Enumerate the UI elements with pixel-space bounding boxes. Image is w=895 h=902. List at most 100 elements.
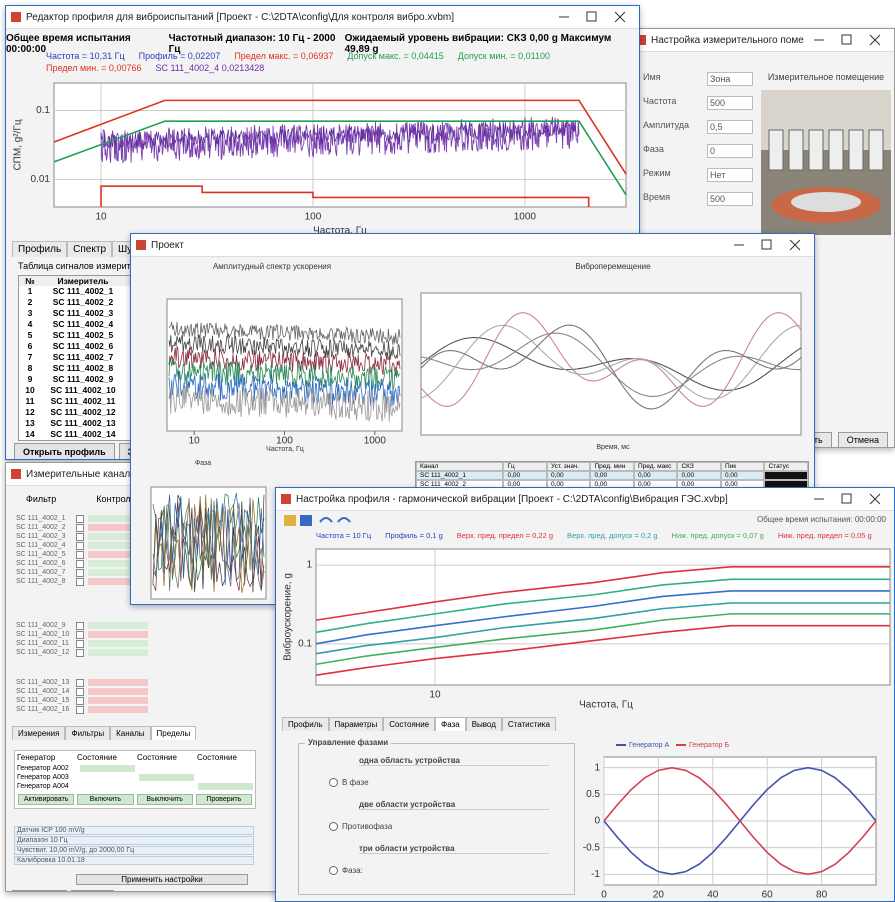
table-cell: SC 111_4002_9 xyxy=(41,374,125,385)
y-tick-label: 0 xyxy=(594,816,600,827)
close-button[interactable] xyxy=(790,240,800,250)
window-title: Настройка профиля - гармонической вибрац… xyxy=(296,494,804,505)
table-row: 10SC 111_4002_10 xyxy=(19,385,131,396)
channel-row: SC 111_4002_15 xyxy=(16,696,148,705)
redo-icon[interactable] xyxy=(338,518,350,522)
gen-name: Генератор A002 xyxy=(15,764,78,773)
option-label: три области устройства xyxy=(359,844,455,853)
checkbox[interactable] xyxy=(76,524,84,532)
table-cell: OK xyxy=(764,471,808,480)
button[interactable]: Открыть профиль xyxy=(14,443,115,460)
tab[interactable]: Спектр xyxy=(67,241,112,257)
table-header: №Измеритель xyxy=(19,276,131,286)
field-label: Фаза xyxy=(643,144,664,158)
maximize-button[interactable] xyxy=(842,494,851,503)
button[interactable]: Отмена xyxy=(838,432,888,448)
save-icon[interactable] xyxy=(300,515,312,526)
checkbox[interactable] xyxy=(76,622,84,630)
checkbox[interactable] xyxy=(76,697,84,705)
tab[interactable]: Пределы xyxy=(151,726,197,740)
tab[interactable]: Фильтры xyxy=(65,726,110,740)
radio[interactable] xyxy=(329,778,338,787)
maximize-button[interactable] xyxy=(587,12,596,21)
readout: Частота = 10 Гц xyxy=(316,531,371,540)
tab[interactable]: Каналы xyxy=(110,726,150,740)
tab[interactable]: Параметры xyxy=(329,717,384,731)
button[interactable]: Отмена xyxy=(71,890,114,892)
table-cell: SC 111_4002_11 xyxy=(41,396,125,407)
y-tick-label: 0.5 xyxy=(586,789,600,800)
tab[interactable]: Измерения xyxy=(12,726,65,740)
maximize-button[interactable] xyxy=(842,35,851,44)
open-icon[interactable] xyxy=(284,515,296,526)
tab[interactable]: Фаза xyxy=(435,717,466,731)
button[interactable]: Включить xyxy=(77,794,133,805)
channel-name: SC 111_4002_13 xyxy=(16,679,76,686)
close-button[interactable] xyxy=(870,35,880,45)
tab[interactable]: Состояние xyxy=(383,717,435,731)
button[interactable]: Проверить xyxy=(196,794,252,805)
table-row: 13SC 111_4002_13 xyxy=(19,418,131,429)
checkbox[interactable] xyxy=(76,515,84,523)
table-row: 8SC 111_4002_8 xyxy=(19,363,131,374)
table-cell: 0,00 xyxy=(590,471,634,480)
checkbox[interactable] xyxy=(76,569,84,577)
checkbox[interactable] xyxy=(76,649,84,657)
table-cell: SC 111_4002_13 xyxy=(41,418,125,429)
button[interactable]: Выключить xyxy=(137,794,193,805)
x-tick-label: 1000 xyxy=(514,212,537,223)
field-input[interactable]: 0 xyxy=(707,144,753,158)
header-cell: Канал xyxy=(416,462,503,471)
chart-title: Виброперемещение xyxy=(575,262,651,271)
channel-name: SC 111_4002_2 xyxy=(16,524,76,531)
phase-option: одна область устройства xyxy=(359,756,549,766)
radio[interactable] xyxy=(329,822,338,831)
total-time: Общее время испытания: 00:00:00 xyxy=(757,515,886,524)
table-cell: 0,00 xyxy=(547,471,591,480)
checkbox[interactable] xyxy=(76,688,84,696)
checkbox[interactable] xyxy=(76,551,84,559)
button[interactable]: Применить xyxy=(12,890,67,892)
phase-option[interactable]: В фазе xyxy=(329,778,369,787)
checkbox[interactable] xyxy=(76,578,84,586)
toolbar xyxy=(282,512,362,530)
app-icon xyxy=(11,12,21,22)
field-input[interactable]: 500 xyxy=(707,96,753,110)
tab[interactable]: Вывод xyxy=(466,717,502,731)
button[interactable]: Активировать xyxy=(18,794,74,805)
table-cell: SC 111_4002_7 xyxy=(41,352,125,363)
gen-header-cell: Состояние xyxy=(75,751,135,764)
radio[interactable] xyxy=(329,866,338,875)
field-input[interactable]: 0,5 xyxy=(707,120,753,134)
field-input[interactable]: Зона xyxy=(707,72,753,86)
checkbox[interactable] xyxy=(76,706,84,714)
tab[interactable]: Профиль xyxy=(282,717,329,731)
gen-header-cell: Состояние xyxy=(135,751,195,764)
phase-option[interactable]: Фаза: xyxy=(329,866,363,875)
state-cell xyxy=(88,679,148,686)
checkbox[interactable] xyxy=(76,542,84,550)
checkbox[interactable] xyxy=(76,679,84,687)
info-line: Чувствит. 10,00 mV/g, до 2000,00 Гц xyxy=(14,846,254,855)
field-input[interactable]: Нет xyxy=(707,168,753,182)
phase-option[interactable]: Противофаза xyxy=(329,822,392,831)
column-header: Фильтр xyxy=(26,494,56,504)
checkbox[interactable] xyxy=(76,533,84,541)
field-label: Время xyxy=(643,192,670,206)
apply-button[interactable]: Применить настройки xyxy=(76,874,248,885)
checkbox[interactable] xyxy=(76,631,84,639)
tab[interactable]: Статистика xyxy=(502,717,556,731)
photo-plate xyxy=(791,192,861,212)
header-cell: Уст. знач. xyxy=(547,462,591,471)
field-label: Амплитуда xyxy=(643,120,689,134)
phase-option: две области устройства xyxy=(359,800,549,810)
maximize-button[interactable] xyxy=(762,240,771,249)
checkbox[interactable] xyxy=(76,560,84,568)
tab[interactable]: Профиль xyxy=(12,241,67,257)
close-button[interactable] xyxy=(870,494,880,504)
checkbox[interactable] xyxy=(76,640,84,648)
channel-name: SC 111_4002_12 xyxy=(16,649,76,656)
close-button[interactable] xyxy=(615,12,625,22)
undo-icon[interactable] xyxy=(320,518,332,522)
field-input[interactable]: 500 xyxy=(707,192,753,206)
